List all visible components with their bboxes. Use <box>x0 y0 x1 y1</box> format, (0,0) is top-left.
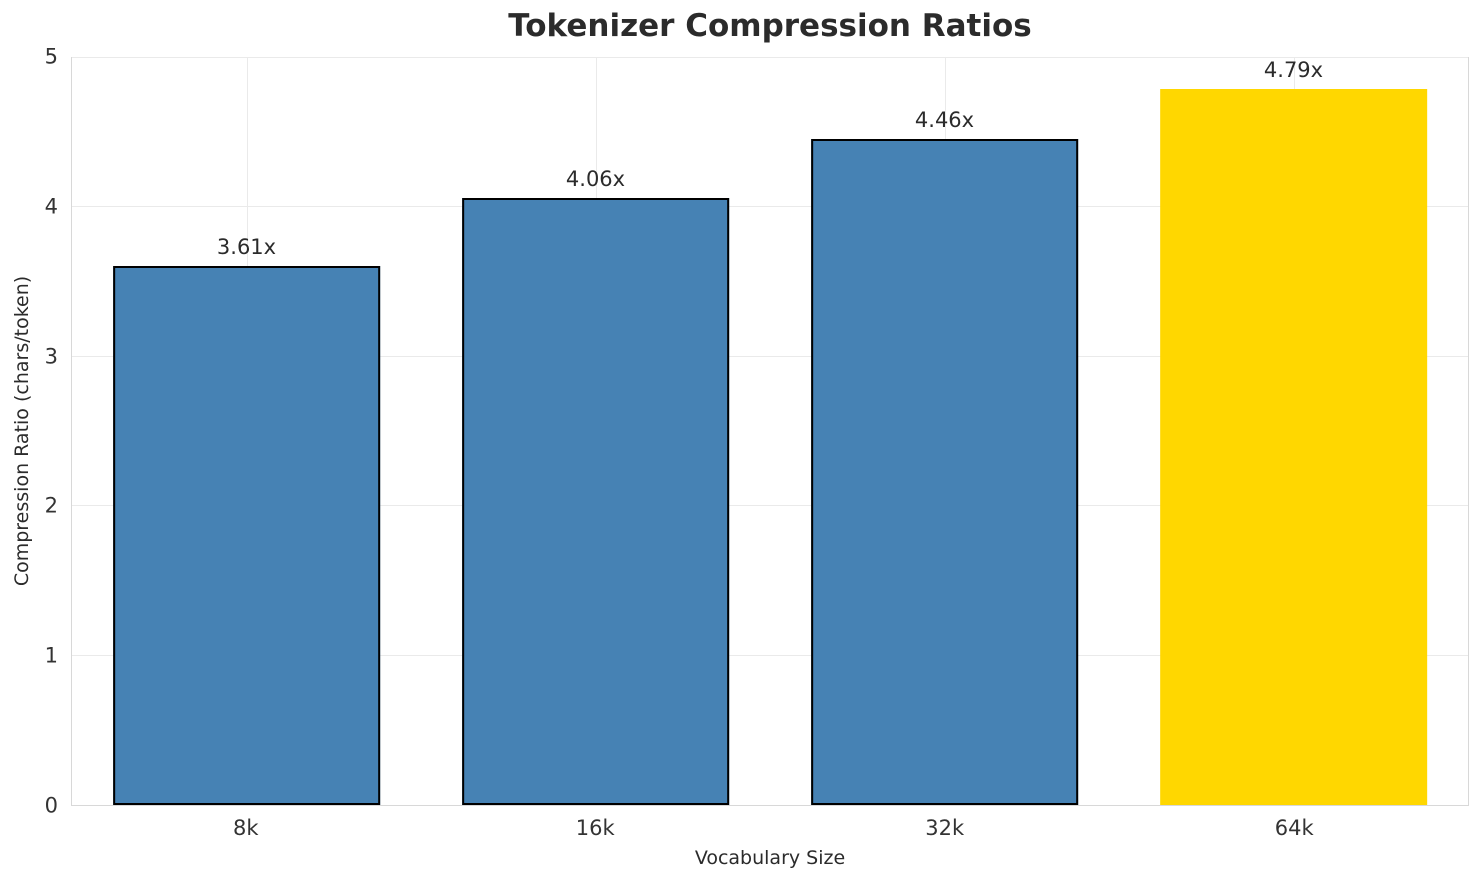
y-axis-label: Compression Ratio (chars/token) <box>11 275 33 587</box>
y-tick-label: 3 <box>44 344 58 369</box>
bar-value-label: 3.61x <box>216 234 277 259</box>
x-axis-ticks: 8k 16k 32k 64k <box>71 814 1469 844</box>
y-tick-label: 5 <box>44 44 58 69</box>
y-axis-ticks: 0 1 2 3 4 5 <box>0 46 58 816</box>
x-tick-label: 16k <box>575 816 615 840</box>
bar-value-label: 4.46x <box>914 107 975 132</box>
bar-64k <box>1159 89 1428 805</box>
y-tick-label: 1 <box>44 643 58 668</box>
y-tick-label: 4 <box>44 194 58 219</box>
h-gridline <box>72 57 1468 58</box>
bar-16k <box>461 198 730 805</box>
h-gridline <box>72 355 1468 357</box>
x-tick-label: 64k <box>1274 816 1314 840</box>
plot-area: 3.61x 4.06x 4.46x 4.79x <box>71 57 1469 806</box>
h-gridline <box>72 505 1468 507</box>
h-gridline <box>72 654 1468 656</box>
x-axis-label: Vocabulary Size <box>694 847 846 869</box>
bar-8k <box>112 265 381 805</box>
x-tick-label: 32k <box>925 816 965 840</box>
y-tick-label: 2 <box>44 493 58 518</box>
bar-value-label: 4.79x <box>1263 58 1324 83</box>
chart-title: Tokenizer Compression Ratios <box>508 8 1032 44</box>
bar-value-label: 4.06x <box>565 167 626 192</box>
bar-32k <box>810 138 1079 805</box>
x-tick-label: 8k <box>232 816 259 840</box>
h-gridline <box>72 206 1468 208</box>
y-tick-label: 0 <box>44 793 58 818</box>
